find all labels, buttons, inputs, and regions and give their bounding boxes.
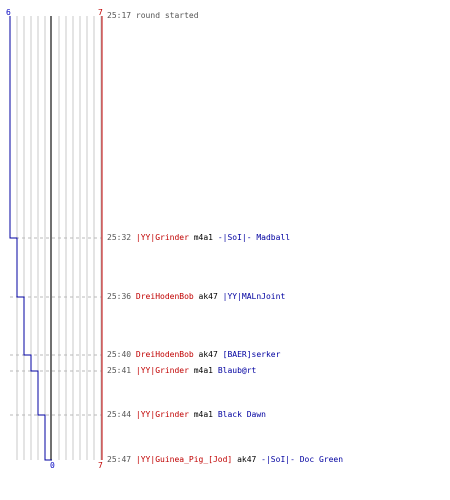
victim-name: -|SoI|- Doc Green <box>261 455 344 464</box>
event-time: 25:41 <box>107 366 132 375</box>
event-time: 25:44 <box>107 410 132 419</box>
victim-name: |YY|MALnJoint <box>222 292 286 301</box>
red-team-start-count: 7 <box>98 8 103 17</box>
killer-name: |YY|Guinea_Pig_[Jod] <box>135 455 233 464</box>
event-row: 25:44 |YY|Grinder m4a1 Black Dawn <box>107 409 266 421</box>
event-row: 25:32 |YY|Grinder m4a1 -|SoI|- Madball <box>107 232 290 244</box>
event-time: 25:36 <box>107 292 132 301</box>
event-row: 25:36 DreiHodenBob ak47 |YY|MALnJoint <box>107 291 285 303</box>
event-row: 25:40 DreiHodenBob ak47 [BAER]serker <box>107 349 280 361</box>
killer-name: |YY|Grinder <box>135 233 189 242</box>
killer-name: |YY|Grinder <box>135 410 189 419</box>
event-time: 25:40 <box>107 350 132 359</box>
event-message: round started <box>135 11 199 20</box>
blue-team-start-count: 6 <box>6 8 11 17</box>
event-time: 25:17 <box>107 11 132 20</box>
event-row: 25:17 round started <box>107 10 199 22</box>
killer-name: DreiHodenBob <box>135 292 194 301</box>
weapon-name: ak47 <box>198 292 218 301</box>
killer-name: |YY|Grinder <box>135 366 189 375</box>
weapon-name: m4a1 <box>193 233 213 242</box>
event-time: 25:32 <box>107 233 132 242</box>
victim-name: Blaub@rt <box>217 366 257 375</box>
red-team-end-count: 7 <box>98 461 103 470</box>
blue-team-end-count: 0 <box>50 461 55 470</box>
victim-name: [BAER]serker <box>222 350 281 359</box>
weapon-name: m4a1 <box>193 410 213 419</box>
event-row: 25:41 |YY|Grinder m4a1 Blaub@rt <box>107 365 256 377</box>
blue-team-alive-line <box>9 16 52 461</box>
event-time: 25:47 <box>107 455 132 464</box>
weapon-name: ak47 <box>198 350 218 359</box>
killer-name: DreiHodenBob <box>135 350 194 359</box>
weapon-name: ak47 <box>237 455 257 464</box>
event-row: 25:47 |YY|Guinea_Pig_[Jod] ak47 -|SoI|- … <box>107 454 343 466</box>
victim-name: Black Dawn <box>217 410 266 419</box>
victim-name: -|SoI|- Madball <box>217 233 291 242</box>
weapon-name: m4a1 <box>193 366 213 375</box>
